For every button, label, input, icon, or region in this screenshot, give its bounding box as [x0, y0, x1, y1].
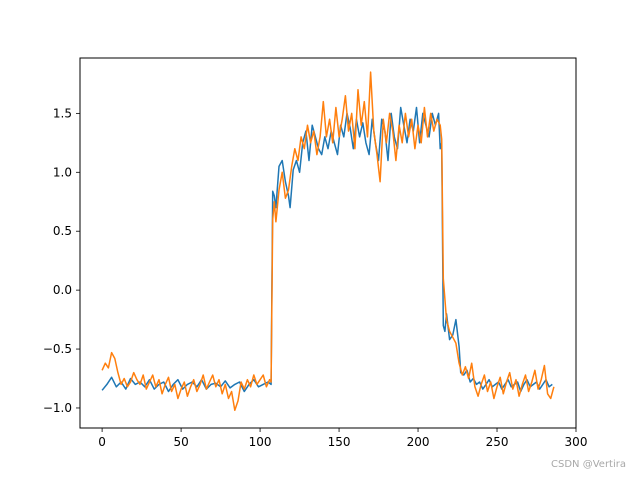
x-tick-label: 200 — [407, 435, 430, 449]
y-tick-label: 0.5 — [53, 224, 72, 238]
x-tick-label: 150 — [328, 435, 351, 449]
y-tick-label: 1.0 — [53, 165, 72, 179]
y-tick-label: 0.0 — [53, 283, 72, 297]
y-tick-label: −1.0 — [43, 401, 72, 415]
x-tick-label: 250 — [486, 435, 509, 449]
x-tick-label: 50 — [173, 435, 188, 449]
x-axis-ticks: 0 50 100 150 200 250 300 — [98, 428, 587, 449]
x-tick-label: 300 — [565, 435, 588, 449]
y-tick-label: 1.5 — [53, 106, 72, 120]
plot-area — [79, 57, 577, 429]
x-tick-label: 100 — [249, 435, 272, 449]
y-axis-ticks: −1.0 −0.5 0.0 0.5 1.0 1.5 — [43, 106, 80, 415]
series-line-2 — [101, 71, 555, 412]
series-layer — [101, 71, 555, 412]
y-tick-label: −0.5 — [43, 342, 72, 356]
watermark: CSDN @Vertira — [551, 459, 626, 470]
x-tick-label: 0 — [98, 435, 106, 449]
